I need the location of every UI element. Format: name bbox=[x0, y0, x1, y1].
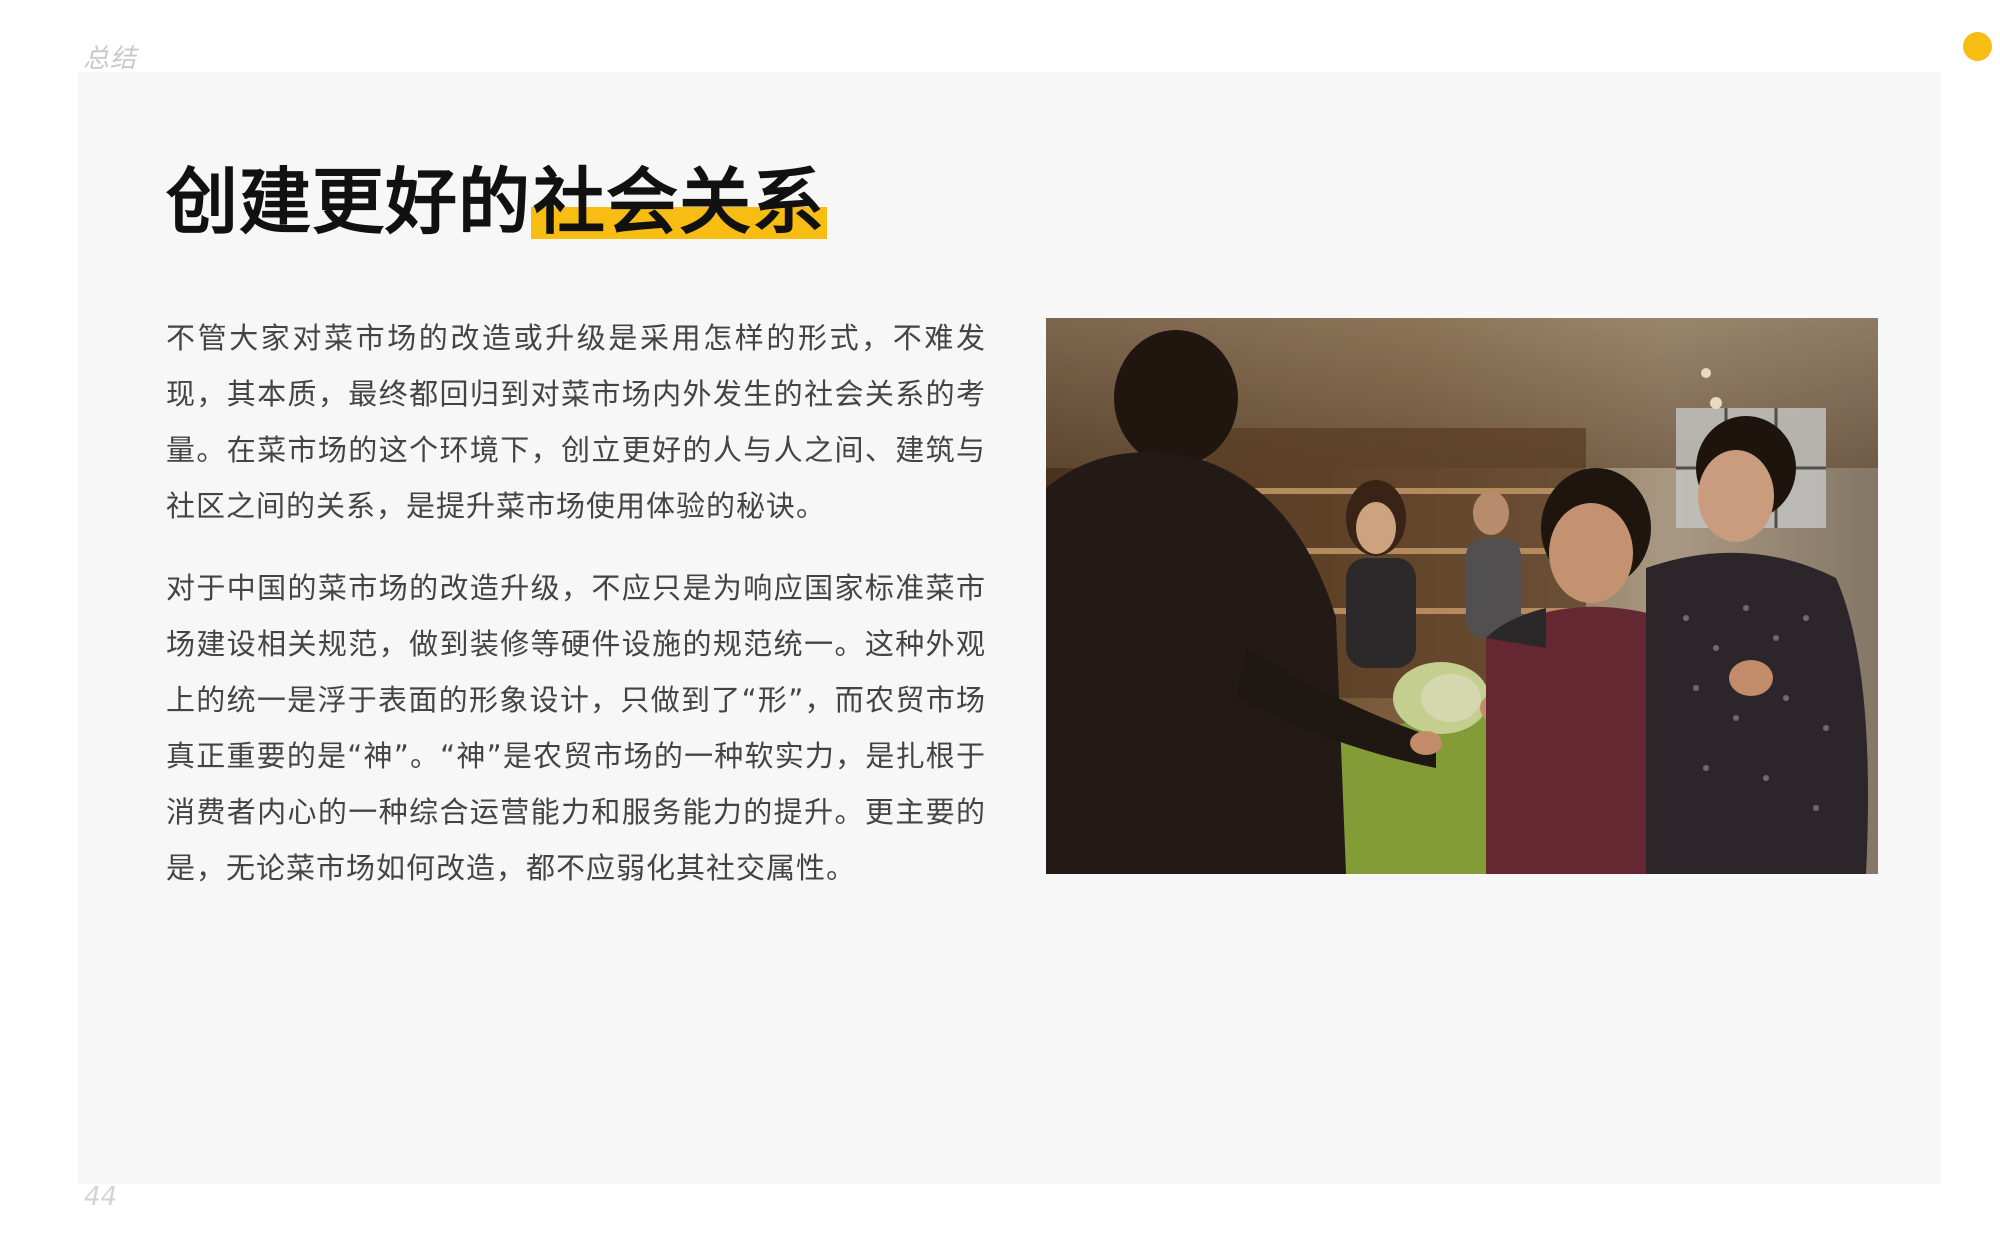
paragraph-1: 不管大家对菜市场的改造或升级是采用怎样的形式，不难发现，其本质，最终都回归到对菜… bbox=[166, 321, 986, 523]
title-highlight: 社会关系 bbox=[531, 160, 828, 244]
page-title: 创建更好的社会关系 bbox=[166, 150, 828, 254]
title-plain: 创建更好的 bbox=[166, 160, 532, 244]
body-text: 不管大家对菜市场的改造或升级是采用怎样的形式，不难发现，其本质，最终都回归到对菜… bbox=[166, 310, 986, 922]
paragraph-2: 对于中国的菜市场的改造升级，不应只是为响应国家标准菜市场建设相关规范，做到装修等… bbox=[166, 571, 986, 885]
section-label: 总结 bbox=[83, 44, 138, 74]
accent-dot-icon bbox=[1963, 32, 1992, 61]
page-number: 44 bbox=[84, 1182, 118, 1212]
market-photo-icon bbox=[1046, 318, 1878, 874]
